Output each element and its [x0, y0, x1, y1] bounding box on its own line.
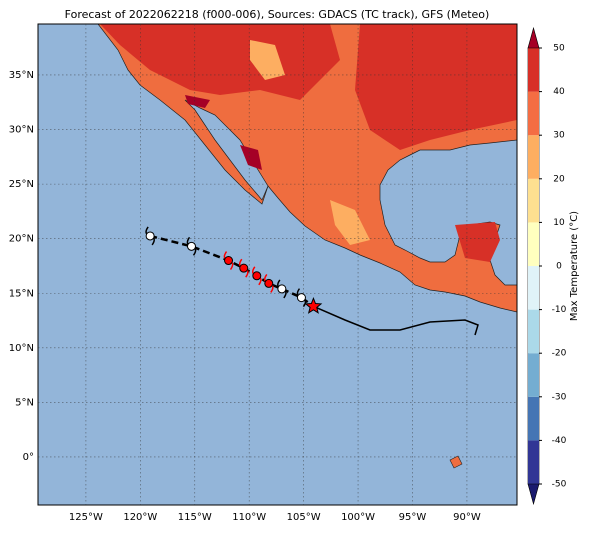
map-frame	[37, 23, 518, 506]
y-tick-label: 35°N	[9, 70, 34, 81]
colorbar-tick-label: -30	[552, 392, 567, 402]
x-tick-label: 100°W	[341, 512, 375, 523]
colorbar-tick-label: -20	[552, 349, 567, 359]
colorbar-label: Max Temperature (°C)	[569, 211, 580, 321]
colorbar-tick-label: 40	[553, 87, 565, 97]
island	[449, 455, 463, 469]
y-tick-label: 5°N	[15, 397, 34, 408]
x-tick-label: 125°W	[69, 512, 103, 523]
colorbar-segment	[528, 48, 539, 92]
past-track	[313, 305, 479, 336]
track-point	[224, 256, 234, 266]
cool-region	[250, 40, 285, 80]
colorbar-tick-label: 0	[556, 262, 562, 272]
y-tick-label: 10°N	[9, 343, 34, 354]
cool-region	[330, 200, 370, 245]
colorbar-segment	[528, 91, 539, 136]
colorbar-tick-label: -40	[552, 436, 567, 446]
colorbar-tick-label: 30	[553, 131, 565, 141]
colorbar-tick-label: -10	[552, 305, 567, 315]
track-point	[239, 263, 249, 273]
hot-region	[100, 24, 340, 100]
very-hot-region	[240, 145, 262, 170]
gulf-of-california	[184, 99, 269, 201]
x-tick-label: 90°W	[453, 512, 481, 523]
colorbar-tick-label: 50	[553, 44, 565, 54]
colorbar-segment	[528, 440, 539, 484]
y-tick-label: 25°N	[9, 179, 34, 190]
track-point	[277, 284, 287, 294]
colorbar-segment	[528, 396, 539, 441]
colorbar-segment	[528, 178, 539, 223]
x-tick-label: 110°W	[232, 512, 266, 523]
x-tick-label: 120°W	[123, 512, 157, 523]
colorbar-segment	[528, 309, 539, 354]
colorbar-extension	[527, 483, 540, 506]
track-point	[145, 231, 155, 241]
track-point	[186, 241, 196, 251]
colorbar-tick-label: 20	[553, 174, 565, 184]
y-tick-label: 15°N	[9, 288, 34, 299]
x-tick-label: 115°W	[178, 512, 212, 523]
colorbar-segment	[528, 222, 539, 266]
x-tick-label: 105°W	[287, 512, 321, 523]
title: Forecast of 2022062218 (f000-006), Sourc…	[65, 8, 490, 21]
current-position	[304, 297, 323, 314]
hot-region	[455, 222, 500, 262]
colorbar-tick-label: -50	[552, 480, 567, 490]
colorbar-tick-label: 10	[553, 218, 565, 228]
track-point	[296, 293, 306, 303]
hot-region	[355, 24, 517, 150]
y-tick-label: 30°N	[9, 125, 34, 136]
very-hot-region	[185, 95, 210, 108]
colorbar-segment	[528, 353, 539, 397]
track-point	[264, 278, 274, 288]
track-point	[252, 271, 262, 281]
colorbar-extension	[527, 26, 540, 49]
y-tick-label: 20°N	[9, 234, 34, 245]
x-tick-label: 95°W	[399, 512, 427, 523]
colorbar-segment	[528, 266, 539, 310]
colorbar-segment	[528, 135, 539, 179]
y-tick-label: 0°	[23, 452, 34, 463]
